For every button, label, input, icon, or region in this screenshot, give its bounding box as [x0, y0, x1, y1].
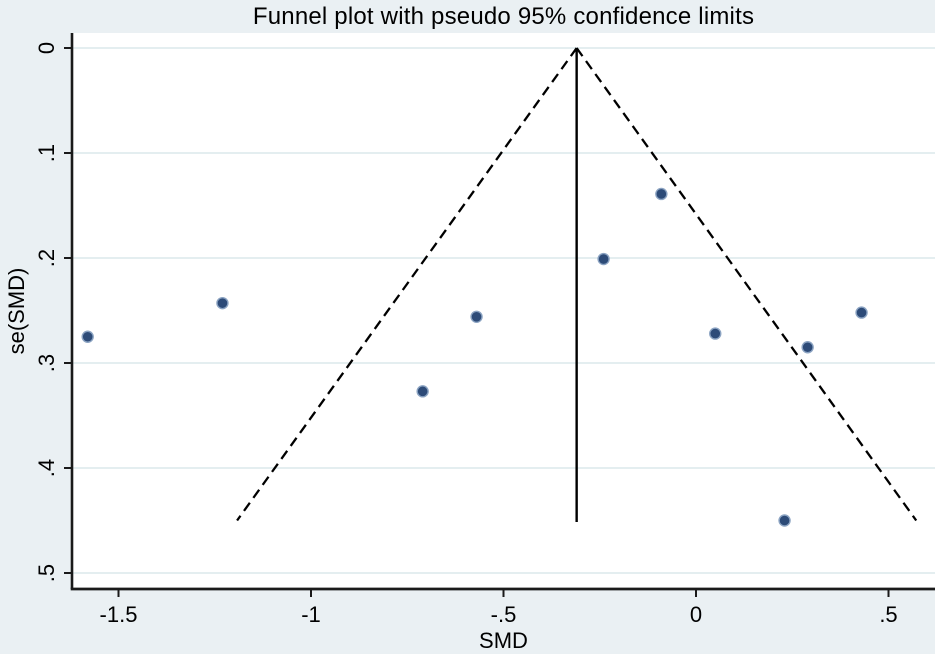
- data-point: [597, 252, 610, 266]
- y-tick-label: .3: [34, 354, 59, 372]
- funnel-ci-line-right: [575, 47, 918, 522]
- data-point: [655, 187, 668, 201]
- chart-title: Funnel plot with pseudo 95% confidence l…: [252, 3, 755, 30]
- y-tick-label: 0: [34, 42, 59, 54]
- data-point: [778, 514, 791, 527]
- x-tick-label: -1: [301, 602, 321, 627]
- data-point: [416, 385, 429, 398]
- data-point: [81, 330, 94, 343]
- data-point: [709, 327, 722, 340]
- data-point: [470, 310, 483, 323]
- data-point: [216, 296, 229, 310]
- y-tick-label: .2: [34, 249, 59, 267]
- y-tick-label: .1: [34, 144, 59, 162]
- x-axis-title: SMD: [479, 628, 528, 653]
- y-tick-label: .5: [34, 564, 59, 582]
- y-tick-label: .4: [34, 459, 59, 477]
- x-tick-label: -.5: [491, 602, 517, 627]
- x-tick-label: .5: [879, 602, 897, 627]
- x-tick-label: 0: [690, 602, 702, 627]
- plot-area: [72, 33, 935, 589]
- data-point: [801, 341, 814, 354]
- x-tick-label: -1.5: [100, 602, 138, 627]
- data-point: [855, 306, 868, 319]
- funnel-ci-line-left: [236, 47, 578, 522]
